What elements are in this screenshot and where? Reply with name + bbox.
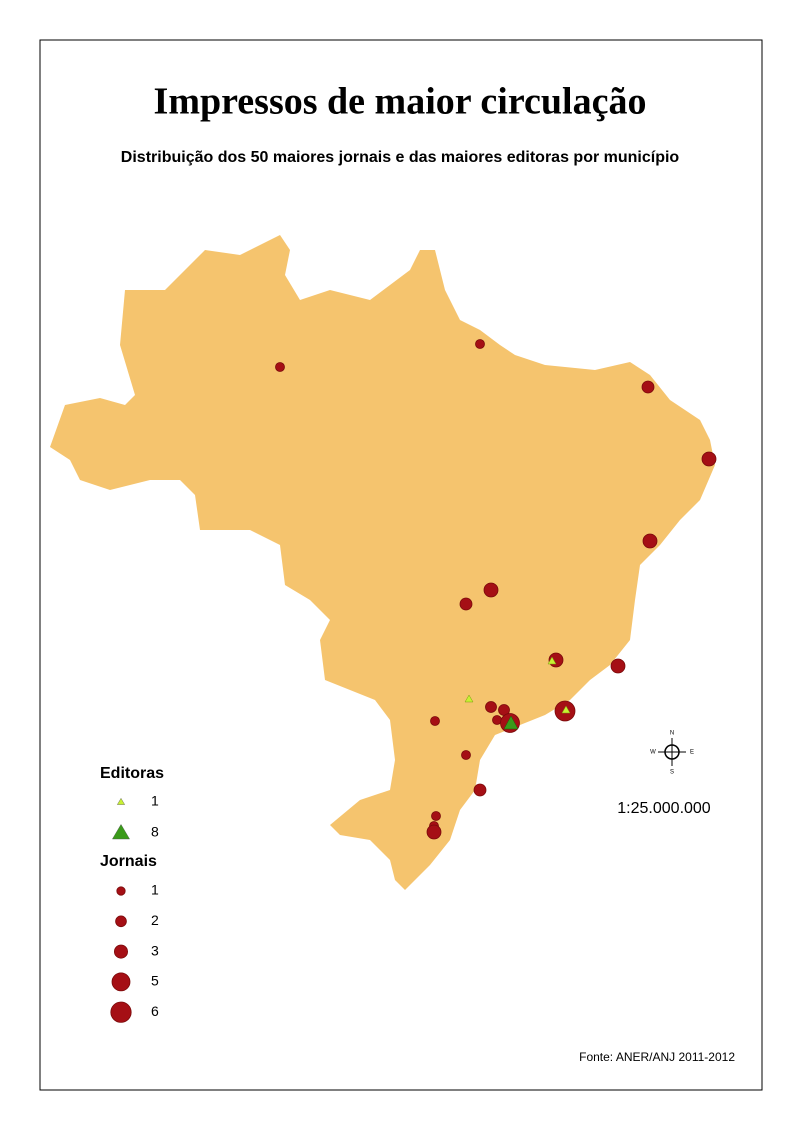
marker bbox=[642, 533, 658, 549]
legend-label: 2 bbox=[151, 912, 159, 928]
legend-title: Jornais bbox=[100, 853, 157, 870]
publisher-marker bbox=[561, 705, 571, 714]
legend-symbol bbox=[116, 797, 126, 805]
legend-label: 1 bbox=[151, 793, 159, 809]
marker bbox=[473, 783, 487, 797]
marker bbox=[485, 701, 497, 713]
legend-title: Editoras bbox=[100, 765, 164, 782]
marker bbox=[431, 811, 441, 821]
publisher-marker bbox=[503, 715, 519, 730]
country-shape bbox=[50, 235, 715, 890]
legend-symbol bbox=[114, 944, 129, 959]
compass-e: E bbox=[690, 750, 694, 756]
legend-symbol bbox=[115, 915, 127, 928]
publisher-marker bbox=[547, 656, 557, 665]
compass: N S W E bbox=[650, 731, 694, 776]
subtitle: Distribuição dos 50 maiores jornais e da… bbox=[121, 149, 680, 166]
marker bbox=[641, 380, 655, 394]
marker bbox=[459, 597, 473, 611]
legend-symbol bbox=[111, 972, 131, 992]
legend-label: 1 bbox=[151, 882, 159, 898]
markers bbox=[275, 339, 717, 840]
marker bbox=[701, 451, 717, 467]
marker bbox=[461, 750, 471, 760]
marker bbox=[430, 716, 440, 726]
title: Impressos de maior circulação bbox=[154, 81, 647, 123]
source: Fonte: ANER/ANJ 2011-2012 bbox=[579, 1050, 735, 1064]
legend-label: 3 bbox=[151, 942, 159, 958]
legend-symbol bbox=[116, 886, 126, 896]
marker bbox=[426, 824, 442, 840]
compass-s: S bbox=[670, 770, 674, 776]
legend-symbol bbox=[112, 824, 130, 840]
marker bbox=[483, 582, 499, 598]
legend-label: 5 bbox=[151, 973, 159, 989]
scale: 1:25.000.000 bbox=[617, 800, 711, 817]
legend-label: 8 bbox=[151, 824, 159, 840]
marker bbox=[275, 362, 285, 372]
publisher-marker bbox=[464, 694, 474, 703]
compass-w: W bbox=[650, 750, 656, 756]
marker bbox=[475, 339, 485, 349]
legend-label: 6 bbox=[151, 1003, 159, 1019]
marker bbox=[610, 658, 626, 674]
compass-n: N bbox=[670, 731, 674, 737]
legend-symbol bbox=[110, 1001, 132, 1023]
